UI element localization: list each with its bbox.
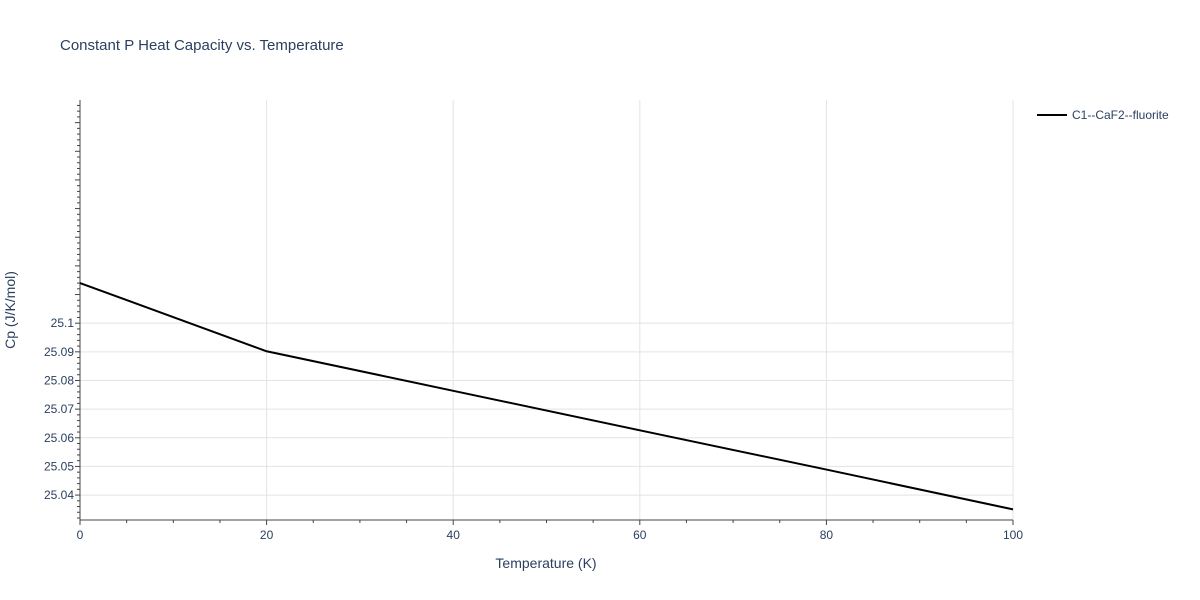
y-tick-label: 25.06 [44,431,74,445]
series-line [79,282,1014,511]
legend-label: C1--CaF2--fluorite [1072,108,1169,122]
y-tick-label: 25.07 [44,402,74,416]
y-tick-label: 25.08 [44,373,74,387]
x-tick-label: 60 [633,528,647,542]
x-tick-label: 40 [447,528,461,542]
chart-title: Constant P Heat Capacity vs. Temperature [60,37,344,54]
x-tick-label: 80 [820,528,834,542]
y-tick-label: 25.09 [44,345,74,359]
axes: 0 20 40 60 80 100 25.04 25.05 25.06 25.07 25.08 25.… [44,100,1023,542]
y-tick-label: 25.04 [44,488,74,502]
y-tick-label: 25.05 [44,459,74,473]
grid [80,100,1014,520]
x-tick-label: 20 [260,528,274,542]
legend[interactable]: C1--CaF2--fluorite [1037,108,1169,122]
x-axis-title: Temperature (K) [495,555,596,571]
series-layer [79,282,1014,511]
x-tick-label: 100 [1003,528,1023,542]
y-axis-title: Cp (J/K/mol) [2,271,18,349]
x-tick-label: 0 [77,528,84,542]
y-tick-label: 25.1 [51,316,75,330]
